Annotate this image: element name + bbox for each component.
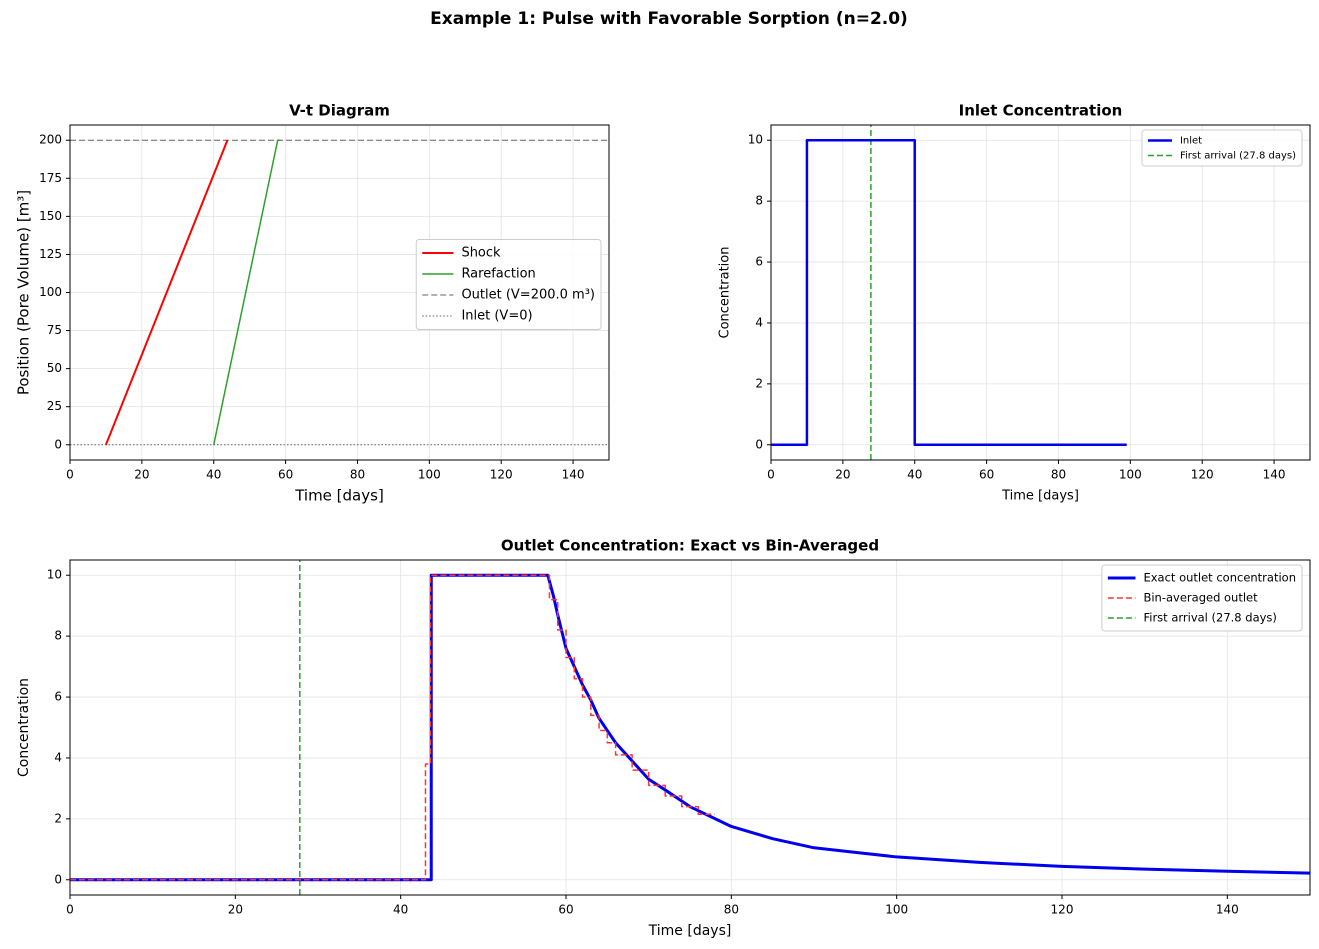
x-tick-label: 60 [558, 903, 573, 917]
legend-label: First arrival (27.8 days) [1180, 151, 1296, 162]
y-tick-label: 8 [755, 194, 763, 208]
y-tick-label: 10 [748, 133, 763, 147]
x-tick-label: 40 [393, 903, 408, 917]
y-tick-label: 4 [755, 315, 763, 329]
x-tick-label: 60 [979, 468, 994, 482]
x-tick-label: 80 [350, 468, 365, 482]
x-tick-label: 20 [134, 468, 149, 482]
legend-label: Exact outlet concentration [1143, 571, 1296, 585]
x-tick-label: 140 [562, 468, 585, 482]
chart: Inlet Concentration 0 20 40 60 80 100 120 140 0 2 4… [718, 102, 1311, 504]
x-tick-label: 60 [278, 468, 293, 482]
legend-label: Inlet (V=0) [461, 309, 532, 324]
data-line [212, 139, 281, 445]
x-tick-label: 140 [1216, 903, 1239, 917]
x-tick-label: 100 [418, 468, 441, 482]
plot-area [771, 125, 1127, 460]
x-tick-label: 0 [66, 468, 74, 482]
legend-label: Inlet [1180, 136, 1202, 147]
y-tick-label: 0 [54, 872, 62, 886]
y-tick-label: 2 [755, 376, 763, 390]
axes-frame [69, 124, 610, 461]
legend: Shock Rarefaction Outlet (V=200.0 m³) Inlet… [415, 239, 602, 330]
figure-title: Example 1: Pulse with Favorable Sorption… [430, 9, 908, 29]
x-axis-label: Time [days] [294, 487, 384, 505]
y-tick-label: 200 [39, 133, 62, 147]
y-tick-label: 0 [755, 437, 763, 451]
x-tick-label: 20 [228, 903, 243, 917]
data-line [771, 138, 1127, 447]
y-tick-label: 175 [39, 171, 62, 185]
legend: Inlet First arrival (27.8 days) [1141, 129, 1303, 167]
y-tick-label: 6 [755, 255, 763, 269]
y-tick-label: 4 [54, 750, 62, 764]
plot-area [70, 139, 609, 446]
chart-title: V-t Diagram [289, 102, 390, 120]
x-axis-label: Time [days] [648, 923, 732, 939]
x-tick-label: 20 [835, 468, 850, 482]
plot-area [70, 560, 1310, 895]
y-axis-label: Position (Pore Volume) [m³] [15, 190, 33, 395]
y-tick-label: 125 [39, 247, 62, 261]
axes-frame [770, 124, 1311, 461]
y-tick-label: 50 [47, 361, 62, 375]
data-line [70, 573, 1310, 882]
legend: Exact outlet concentration Bin-averaged o… [1101, 564, 1303, 632]
y-axis-label: Concentration [16, 678, 32, 777]
x-tick-label: 120 [1051, 903, 1074, 917]
x-tick-label: 80 [1051, 468, 1066, 482]
legend-frame [415, 239, 602, 330]
y-tick-label: 100 [39, 285, 62, 299]
x-tick-label: 100 [1119, 468, 1142, 482]
y-tick-label: 2 [54, 811, 62, 825]
chart: V-t Diagram 0 20 40 60 80 100 120 140 0 25 50 75 100 1… [15, 102, 610, 505]
y-axis-label: Concentration [718, 247, 733, 339]
legend-label: Shock [461, 246, 501, 261]
y-tick-label: 8 [54, 629, 62, 643]
x-tick-label: 80 [724, 903, 739, 917]
x-tick-label: 120 [1191, 468, 1214, 482]
x-tick-label: 0 [66, 903, 74, 917]
axes-frame [69, 559, 1311, 896]
y-tick-label: 10 [47, 568, 62, 582]
y-tick-label: 150 [39, 209, 62, 223]
y-tick-label: 25 [47, 399, 62, 413]
data-line [105, 139, 229, 446]
y-tick-label: 6 [54, 690, 62, 704]
legend-label: Bin-averaged outlet [1143, 591, 1258, 605]
x-tick-label: 40 [206, 468, 221, 482]
chart-title: Inlet Concentration [959, 102, 1123, 120]
legend-label: Outlet (V=200.0 m³) [461, 288, 595, 303]
legend-frame [1101, 564, 1303, 632]
x-tick-label: 120 [490, 468, 513, 482]
legend-label: First arrival (27.8 days) [1143, 611, 1276, 625]
x-tick-label: 140 [1263, 468, 1286, 482]
x-tick-label: 40 [907, 468, 922, 482]
chart-title: Outlet Concentration: Exact vs Bin-Avera… [501, 537, 879, 555]
chart: Outlet Concentration: Exact vs Bin-Avera… [16, 537, 1311, 939]
y-tick-label: 0 [54, 437, 62, 451]
legend-frame [1141, 129, 1303, 167]
x-axis-label: Time [days] [1001, 489, 1079, 504]
y-tick-label: 75 [47, 323, 62, 337]
legend-label: Rarefaction [461, 267, 535, 282]
data-line [70, 574, 715, 881]
x-tick-label: 0 [767, 468, 775, 482]
x-tick-label: 100 [885, 903, 908, 917]
